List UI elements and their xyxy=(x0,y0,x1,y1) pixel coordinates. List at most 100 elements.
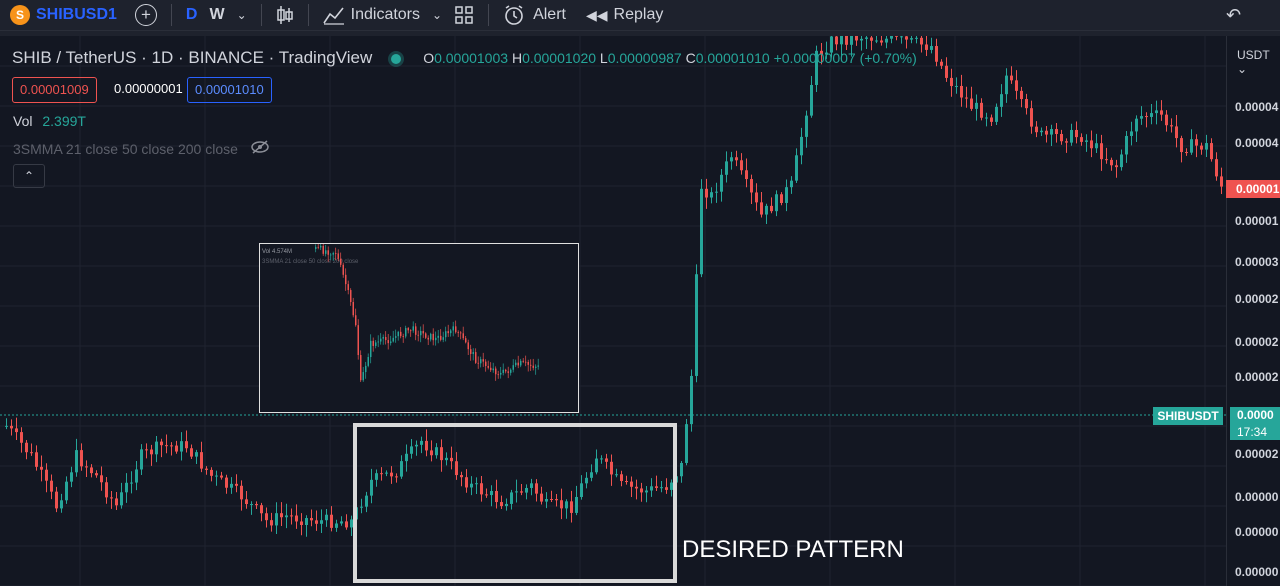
candle-body xyxy=(620,474,623,482)
candle-body xyxy=(1145,116,1148,118)
candle-body xyxy=(195,452,198,457)
candle-body xyxy=(225,477,228,488)
candle-body xyxy=(1110,159,1113,166)
replay-label: Replay xyxy=(613,6,664,23)
candle-body xyxy=(1205,143,1208,150)
candle-body xyxy=(775,194,778,212)
toolbar-divider xyxy=(170,4,172,26)
candle-body xyxy=(1045,130,1048,135)
candle-body xyxy=(130,482,133,484)
candle-body xyxy=(1085,140,1088,142)
candle-body xyxy=(480,483,483,495)
candle-body xyxy=(455,461,458,476)
legend-title[interactable]: SHIB / TetherUS · 1D · BINANCE · Trading… xyxy=(12,48,373,67)
inset-candle-body xyxy=(475,352,477,363)
inset-candle-body xyxy=(340,258,342,265)
candle-body xyxy=(525,487,528,493)
candle-body xyxy=(515,491,518,493)
interval-w-button[interactable]: W xyxy=(209,6,225,23)
replay-button[interactable]: ◀◀ Replay xyxy=(580,0,669,30)
undo-icon: ↶ xyxy=(1226,4,1242,25)
candle-body xyxy=(520,491,523,493)
price-label: 0.00003 xyxy=(1235,255,1279,269)
alarm-clock-icon xyxy=(505,5,523,25)
candle-body xyxy=(895,36,898,37)
candle-body xyxy=(95,473,98,476)
candle-body xyxy=(30,452,33,454)
rewind-icon: ◀◀ xyxy=(585,6,608,23)
candle-body xyxy=(135,469,138,483)
inset-candle-body xyxy=(327,250,329,255)
chart-type-button[interactable] xyxy=(270,0,300,30)
inset-candle-body xyxy=(477,362,479,364)
candle-body xyxy=(265,513,268,521)
currency-selector[interactable]: USDT ⌄ xyxy=(1237,48,1280,76)
candle-body xyxy=(1095,143,1098,149)
candle-body xyxy=(665,487,668,490)
candle-body xyxy=(630,481,633,487)
candle-body xyxy=(275,513,278,526)
candle-body xyxy=(240,485,243,500)
candle-body xyxy=(460,475,463,478)
candle-body xyxy=(740,160,743,171)
moving-average-legend[interactable]: 3SMMA 21 close 50 close 200 close xyxy=(13,140,270,157)
compare-button[interactable]: + xyxy=(129,0,163,30)
alert-button[interactable]: Alert xyxy=(497,0,572,30)
inset-candle-body xyxy=(517,362,519,366)
candle-body xyxy=(105,482,108,498)
candle-body xyxy=(140,449,143,470)
price-label: 0.00002 xyxy=(1235,447,1279,461)
market-status-dot-icon xyxy=(390,53,401,64)
candle-body xyxy=(170,445,173,447)
candle-body xyxy=(1200,145,1203,150)
indicators-dropdown-button[interactable]: ⌄ xyxy=(426,0,448,30)
inset-candle-body xyxy=(410,330,412,332)
inset-candle-body xyxy=(330,254,332,256)
inset-candle-body xyxy=(437,335,439,338)
ohlc-c-label: C xyxy=(685,50,696,66)
price-label: 0.00001 xyxy=(1235,214,1279,228)
chart-pane[interactable] xyxy=(0,36,1226,586)
inset-candle-body xyxy=(445,331,447,338)
eye-hidden-icon[interactable] xyxy=(250,140,270,157)
price-scale[interactable]: USDT ⌄ 0.00004 0.00004 0.00001 0.00003 0… xyxy=(1226,36,1280,586)
inset-candle-body xyxy=(412,326,414,331)
candle-body xyxy=(850,36,853,45)
undo-button[interactable]: ↶ xyxy=(1220,0,1247,30)
indicators-button[interactable]: Indicators xyxy=(317,0,426,30)
candle-body xyxy=(735,157,738,161)
candle-body xyxy=(980,102,983,118)
bid-price-box[interactable]: 0.00001009 xyxy=(12,77,97,103)
candle-body xyxy=(445,457,448,461)
candle-body xyxy=(420,440,423,445)
collapse-legend-button[interactable]: ⌃ xyxy=(13,164,45,188)
candle-body xyxy=(555,499,558,501)
ask-price-box[interactable]: 0.00001010 xyxy=(187,77,272,103)
candle-body xyxy=(335,523,338,528)
candle-body xyxy=(920,37,923,45)
candle-body xyxy=(1020,90,1023,100)
symbol-search-button[interactable]: SHIBUSD1 xyxy=(36,6,117,23)
candle-body xyxy=(765,205,768,215)
inset-volume-text: Vol 4.574M xyxy=(262,249,293,255)
inset-candle-body xyxy=(530,364,532,366)
candle-body xyxy=(565,501,568,509)
current-price-value: 0.0000 xyxy=(1237,408,1274,422)
interval-dropdown-button[interactable]: ⌄ xyxy=(231,0,253,30)
candle-body xyxy=(395,476,398,478)
candle-body xyxy=(710,192,713,198)
candle-body xyxy=(1055,129,1058,134)
currency-label: USDT xyxy=(1237,48,1270,62)
candle-body xyxy=(155,441,158,455)
candle-body xyxy=(115,498,118,506)
inset-candle-body xyxy=(405,328,407,337)
volume-value: 2.399T xyxy=(42,113,86,129)
candle-body xyxy=(990,117,993,122)
candle-body xyxy=(385,472,388,474)
ohlc-values: O0.00001003 H0.00001020 L0.00000987 C0.0… xyxy=(423,50,917,66)
interval-d-button[interactable]: D xyxy=(185,6,198,23)
inset-candle-body xyxy=(470,349,472,354)
candle-body xyxy=(390,472,393,477)
layout-button[interactable] xyxy=(448,0,480,30)
candle-body xyxy=(485,494,488,496)
